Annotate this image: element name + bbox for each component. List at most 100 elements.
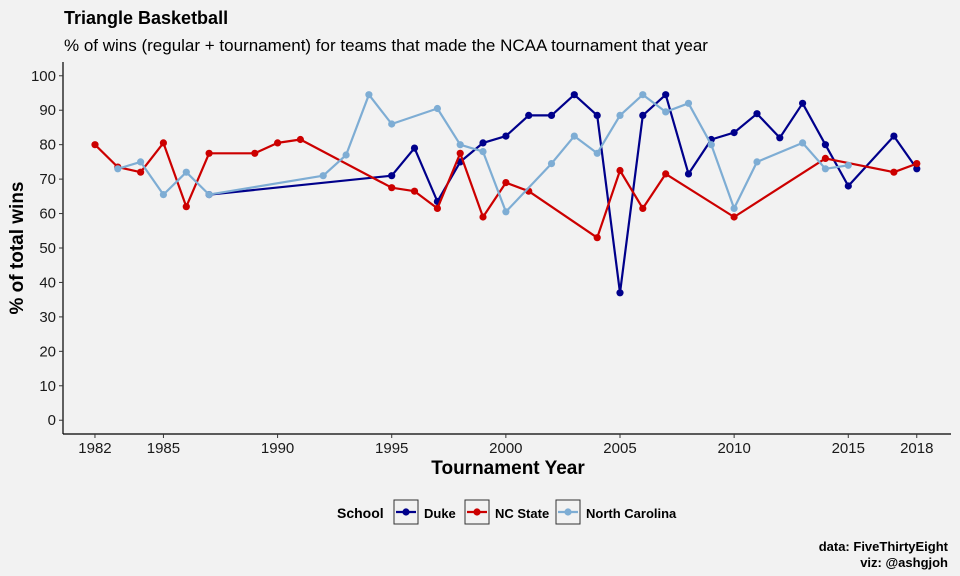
legend-item-duke[interactable]: Duke: [393, 499, 456, 525]
legend-key-box: [464, 499, 490, 525]
data-point-north-carolina: [365, 91, 373, 99]
x-tick-label: 2010: [717, 440, 750, 457]
data-point-north-carolina: [753, 158, 761, 166]
y-axis: 0 10 20 30 40 50 60 70 80 90 100: [31, 62, 64, 434]
data-point-north-carolina: [182, 168, 190, 176]
y-tick-label: 70: [39, 171, 56, 188]
series-line-north-carolina: [117, 93, 849, 213]
legend-item-nc-state[interactable]: NC State: [464, 499, 549, 525]
x-tick-label: 1982: [78, 440, 111, 457]
data-point-nc-state: [890, 168, 898, 176]
data-point-north-carolina: [114, 165, 122, 173]
data-point-duke: [913, 165, 921, 173]
series-layer: [91, 91, 921, 297]
data-point-north-carolina: [844, 161, 852, 169]
y-tick-label: 20: [39, 343, 56, 360]
data-point-north-carolina: [730, 204, 738, 212]
x-axis-title: Tournament Year: [431, 458, 585, 479]
y-tick-label: 10: [39, 378, 56, 395]
data-point-duke: [479, 139, 487, 147]
data-point-north-carolina: [547, 160, 556, 168]
data-point-north-carolina: [388, 120, 396, 128]
chart-title: Triangle Basketball: [64, 8, 228, 28]
data-point-north-carolina: [570, 132, 578, 140]
data-point-nc-state: [502, 179, 510, 187]
series-north-carolina: [114, 91, 852, 216]
data-point-nc-state: [913, 160, 921, 168]
data-point-nc-state: [662, 170, 670, 178]
series-duke: [205, 91, 921, 297]
data-point-nc-state: [821, 154, 830, 162]
y-tick-label: 40: [39, 274, 56, 291]
data-point-north-carolina: [205, 191, 213, 199]
legend-item-north-carolina[interactable]: North Carolina: [555, 499, 677, 525]
data-point-duke: [662, 91, 670, 99]
caption-data-source: data: FiveThirtyEight: [819, 539, 949, 554]
chart-subtitle: % of wins (regular + tournament) for tea…: [64, 36, 708, 55]
x-tick-label: 1990: [261, 440, 294, 457]
x-tick-label: 2000: [489, 440, 522, 457]
data-point-nc-state: [182, 203, 190, 211]
data-point-north-carolina: [684, 99, 693, 107]
data-point-duke: [730, 129, 738, 137]
y-tick-label: 30: [39, 309, 56, 326]
data-point-north-carolina: [342, 151, 350, 159]
data-point-duke: [547, 111, 556, 119]
data-point-north-carolina: [616, 111, 624, 119]
legend-label-nc-state: NC State: [495, 506, 549, 521]
data-point-nc-state: [639, 204, 647, 212]
y-axis-title: % of total wins: [7, 182, 28, 315]
data-point-duke: [388, 172, 396, 180]
series-line-duke: [208, 93, 918, 294]
data-point-north-carolina: [707, 141, 715, 149]
data-point-north-carolina: [502, 208, 510, 216]
data-point-duke: [570, 91, 578, 99]
data-point-duke: [684, 170, 693, 178]
data-point-nc-state: [296, 135, 304, 144]
data-point-duke: [776, 134, 784, 142]
y-tick-label: 50: [39, 240, 56, 257]
y-tick-label: 0: [48, 412, 56, 429]
legend-title: School: [337, 505, 384, 521]
data-point-nc-state: [159, 139, 167, 147]
x-tick-label: 2005: [603, 440, 636, 457]
y-tick-label: 90: [39, 102, 56, 119]
data-point-nc-state: [730, 213, 738, 221]
data-point-nc-state: [456, 149, 464, 157]
data-point-north-carolina: [456, 141, 464, 149]
legend-key-point: [564, 508, 572, 516]
data-point-duke: [639, 111, 647, 119]
data-point-north-carolina: [821, 165, 830, 173]
legend-label-duke: Duke: [424, 506, 456, 521]
data-point-nc-state: [593, 234, 601, 242]
data-point-nc-state: [91, 141, 99, 149]
data-point-duke: [890, 132, 898, 140]
data-point-north-carolina: [159, 191, 167, 199]
data-point-north-carolina: [662, 108, 670, 116]
data-point-nc-state: [616, 166, 624, 175]
data-point-north-carolina: [799, 139, 807, 147]
y-tick-label: 60: [39, 206, 56, 223]
legend-key-box: [555, 499, 581, 525]
data-point-nc-state: [251, 149, 259, 157]
legend: School Duke NC State North Carolina: [337, 499, 677, 525]
data-point-nc-state: [479, 213, 487, 221]
data-point-duke: [799, 99, 807, 107]
data-point-duke: [525, 111, 533, 119]
data-point-north-carolina: [479, 148, 487, 156]
data-point-nc-state: [410, 187, 419, 195]
legend-label-north-carolina: North Carolina: [586, 506, 677, 521]
x-tick-label: 1985: [147, 440, 180, 457]
data-point-nc-state: [137, 168, 145, 176]
data-point-north-carolina: [319, 172, 327, 180]
data-point-duke: [502, 132, 510, 140]
data-point-duke: [844, 182, 852, 190]
data-point-nc-state: [388, 184, 396, 192]
data-point-north-carolina: [593, 149, 601, 157]
data-point-north-carolina: [433, 104, 441, 113]
data-point-north-carolina: [137, 158, 145, 166]
data-point-duke: [616, 289, 624, 297]
data-point-duke: [821, 141, 830, 149]
x-tick-label: 2015: [832, 440, 865, 457]
